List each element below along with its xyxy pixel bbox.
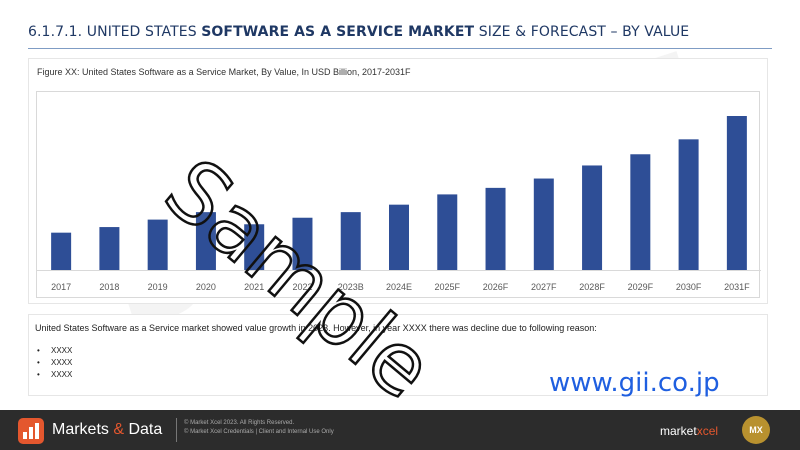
bar-2031F bbox=[726, 116, 747, 270]
legal-line-1: © Market Xcel 2023. All Rights Reserved. bbox=[184, 420, 295, 426]
gii-url-watermark: www.gii.co.jp bbox=[549, 368, 720, 398]
bar-2024E bbox=[389, 204, 409, 270]
bar-2030F bbox=[678, 139, 699, 270]
bar-2018 bbox=[99, 227, 120, 270]
x-tick-label: 2029F bbox=[628, 282, 654, 292]
bar-2029F bbox=[630, 154, 651, 270]
chart-panel: Figure XX: United States Software as a S… bbox=[28, 58, 768, 304]
footer-legal: © Market Xcel 2023. All Rights Reserved.… bbox=[184, 419, 334, 437]
x-tick-label: 2020 bbox=[196, 282, 216, 292]
bar-2017 bbox=[51, 232, 72, 270]
bar-2023B bbox=[340, 212, 361, 270]
x-tick-label: 2026F bbox=[483, 282, 509, 292]
plot-area: 2017 2018 2019 2020 2021 2022 2023B 2024E 2025F 2… bbox=[36, 91, 761, 298]
markets-and-data-logo-icon bbox=[18, 418, 44, 444]
x-tick-label: 2023B bbox=[338, 282, 364, 292]
list-item: • XXXX bbox=[37, 370, 73, 379]
bar-2028F bbox=[582, 165, 603, 270]
bar-2025F bbox=[437, 194, 458, 270]
bar-2019 bbox=[147, 219, 168, 270]
title-prefix: 6.1.7.1. UNITED STATES bbox=[28, 24, 202, 40]
title-suffix: SIZE & FORECAST – BY VALUE bbox=[474, 24, 690, 40]
x-tick-label: 2017 bbox=[51, 282, 71, 292]
x-tick-label: 2018 bbox=[99, 282, 119, 292]
bar-2026F bbox=[485, 187, 506, 270]
bullet-text: XXXX bbox=[51, 358, 73, 367]
x-tick-label: 2030F bbox=[676, 282, 702, 292]
footer-brand: Markets & Data bbox=[52, 421, 163, 438]
commentary-text: United States Software as a Service mark… bbox=[35, 323, 597, 333]
bar-2027F bbox=[533, 178, 554, 270]
footer-divider bbox=[176, 418, 177, 442]
bar-2021 bbox=[244, 224, 265, 270]
commentary-bullets: • XXXX • XXXX • XXXX bbox=[35, 345, 72, 381]
page-title: 6.1.7.1. UNITED STATES SOFTWARE AS A SER… bbox=[28, 24, 768, 40]
commentary-panel: United States Software as a Service mark… bbox=[28, 314, 768, 396]
list-item: • XXXX bbox=[37, 346, 73, 355]
bar-2022 bbox=[292, 217, 313, 270]
chart-title: Figure XX: United States Software as a S… bbox=[37, 67, 411, 77]
bar-chart: 2017 2018 2019 2020 2021 2022 2023B 2024E 2025F 2… bbox=[37, 116, 761, 292]
list-item: • XXXX bbox=[37, 358, 73, 367]
x-tick-label: 2031F bbox=[724, 282, 750, 292]
bar-2020 bbox=[195, 212, 216, 270]
x-tick-label: 2019 bbox=[148, 282, 168, 292]
title-strong: SOFTWARE AS A SERVICE MARKET bbox=[201, 24, 475, 40]
x-tick-label: 2024E bbox=[386, 282, 412, 292]
bullet-text: XXXX bbox=[51, 346, 73, 355]
footer: Markets & Data © Market Xcel 2023. All R… bbox=[0, 410, 800, 450]
x-tick-label: 2021 bbox=[244, 282, 264, 292]
x-tick-label: 2022 bbox=[292, 282, 312, 292]
x-tick-label: 2025F bbox=[435, 282, 461, 292]
x-tick-label: 2027F bbox=[531, 282, 557, 292]
legal-line-2: © Market Xcel Credentials | Client and I… bbox=[184, 429, 334, 435]
title-divider bbox=[28, 48, 772, 49]
bullet-text: XXXX bbox=[51, 370, 73, 379]
x-tick-label: 2028F bbox=[579, 282, 605, 292]
marketxcel-logo: marketxcel bbox=[660, 424, 719, 438]
mx-badge-icon: MX bbox=[742, 416, 770, 444]
